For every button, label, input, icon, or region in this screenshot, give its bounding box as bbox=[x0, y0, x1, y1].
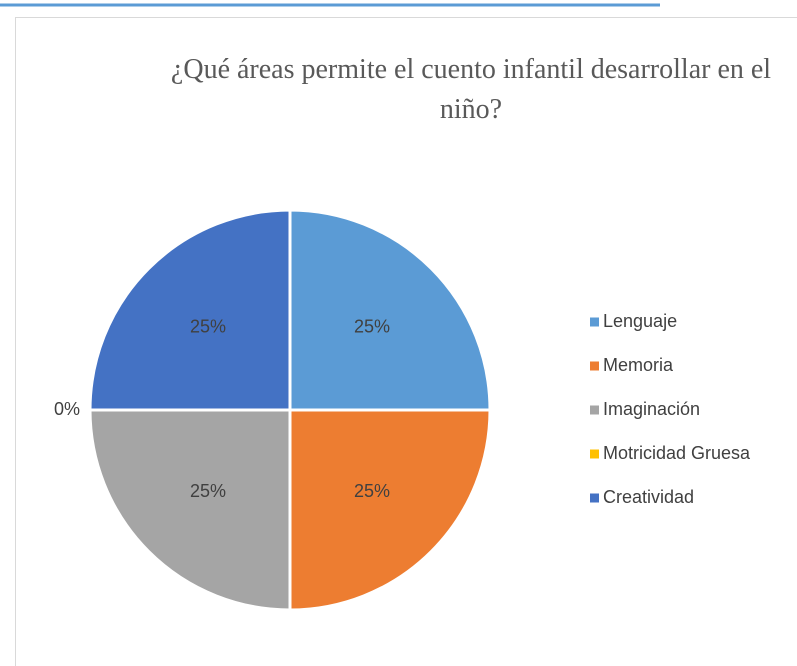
data-label: 25% bbox=[190, 481, 226, 501]
chart-title: ¿Qué áreas permite el cuento infantil de… bbox=[170, 54, 772, 125]
legend-label: Motricidad Gruesa bbox=[603, 443, 751, 463]
legend-label: Lenguaje bbox=[603, 311, 677, 331]
legend-label: Memoria bbox=[603, 355, 674, 375]
data-label: 25% bbox=[190, 317, 226, 337]
legend-swatch bbox=[590, 449, 599, 459]
pie-slice bbox=[288, 208, 492, 412]
data-label: 25% bbox=[354, 317, 390, 337]
pie-slice bbox=[88, 208, 292, 412]
pie-slice bbox=[288, 408, 492, 612]
data-label: 0% bbox=[54, 399, 80, 419]
legend-swatch bbox=[590, 317, 599, 327]
legend-label: Imaginación bbox=[603, 399, 700, 419]
legend-swatch bbox=[590, 405, 599, 415]
data-label: 25% bbox=[354, 481, 390, 501]
chart-border bbox=[15, 17, 797, 666]
legend-swatch bbox=[590, 493, 599, 503]
legend-label: Creatividad bbox=[603, 487, 694, 507]
pie-slice bbox=[88, 408, 292, 612]
legend-swatch bbox=[590, 361, 599, 371]
